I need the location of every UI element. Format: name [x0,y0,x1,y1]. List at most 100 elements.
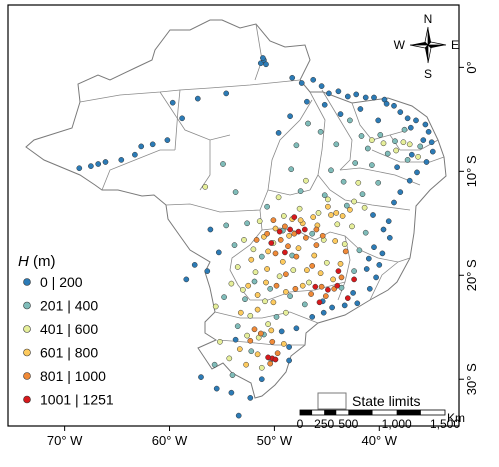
legend-label: 801 | 1000 [40,368,106,384]
y-tick-label: 10° S [464,155,479,187]
station-point [223,222,230,229]
station-point [243,361,249,368]
station-point [391,102,397,109]
station-point [289,74,296,81]
station-point [339,213,346,219]
station-point [369,137,375,143]
station-point [217,338,223,345]
station-point [265,248,271,255]
scale-bar-segment [396,410,421,415]
y-axis: 0° 10° S 20° S 30° S [459,61,479,395]
station-point [380,226,387,233]
x-tick-label: 40° W [362,433,398,448]
station-point [287,226,293,233]
station-point [272,356,279,363]
station-point [334,282,341,289]
station-point [76,165,83,172]
station-point [234,264,241,270]
y-tick-label: 20° S [464,259,479,291]
station-point [340,178,347,185]
station-point [232,336,239,343]
station-point [272,250,279,257]
legend-label: 1001 | 1251 [40,392,114,408]
station-point [297,217,304,224]
station-point [321,101,328,108]
station-point [303,234,309,241]
station-point [319,232,326,239]
station-point [263,61,269,68]
station-point [244,332,250,339]
station-point [380,140,387,147]
station-point [328,167,334,174]
station-point [393,147,399,154]
station-point [408,151,415,158]
station-point [351,276,357,283]
station-point [313,226,320,233]
station-point [329,304,335,311]
station-point [404,157,411,163]
station-point [301,226,308,233]
station-point [335,268,342,274]
station-point [276,228,283,235]
station-point [299,282,306,289]
station-point [417,143,424,150]
station-point [365,255,372,262]
station-point [350,290,356,296]
legend-label: 601 | 800 [40,345,98,361]
station-point [260,55,266,61]
state-limits-label: State limits [352,393,420,409]
station-point [207,226,214,233]
station-point [258,253,265,260]
station-point [277,237,284,243]
station-point [88,163,94,169]
station-point [347,117,353,124]
station-point [232,189,239,195]
legend: H (m) 0 | 200 201 | 400 401 | 600 601 | 800… [18,253,114,408]
legend-label: 201 | 400 [40,298,98,314]
station-point [183,276,190,283]
station-point [164,137,171,143]
station-point [228,389,235,396]
station-point [371,94,377,101]
station-point [272,225,279,232]
station-point [321,192,328,199]
state-limits-legend: State limits [317,392,420,410]
station-point [304,98,310,105]
station-point [262,298,268,305]
station-point [296,205,303,212]
station-point [325,196,331,203]
station-point [245,282,252,289]
station-point [413,117,419,124]
station-point [316,299,323,306]
station-point [320,309,327,316]
station-point [228,280,235,287]
station-point [283,289,289,295]
scale-bar-label: 500 [338,417,358,431]
station-point [386,234,393,241]
station-point [288,166,295,173]
scale-bar-label: 250 [314,417,334,431]
station-point [251,278,258,285]
station-point [361,204,368,211]
station-point [333,141,340,148]
station-point [353,91,360,98]
station-point [274,350,281,357]
station-point [366,285,373,292]
legend-swatch [23,301,31,310]
north-arrow: N S E W [394,12,459,81]
station-point [306,279,312,286]
station-point [194,95,201,102]
station-point [212,303,219,310]
station-point [215,249,222,256]
station-point [250,246,257,253]
station-point [375,179,382,186]
station-point [377,132,384,138]
station-point [268,327,275,334]
station-point [332,238,339,244]
station-point [420,137,427,143]
station-point [356,247,363,254]
station-point [287,293,293,299]
station-point [351,268,357,274]
scale-bar-segment [348,410,373,415]
station-point [231,242,238,248]
